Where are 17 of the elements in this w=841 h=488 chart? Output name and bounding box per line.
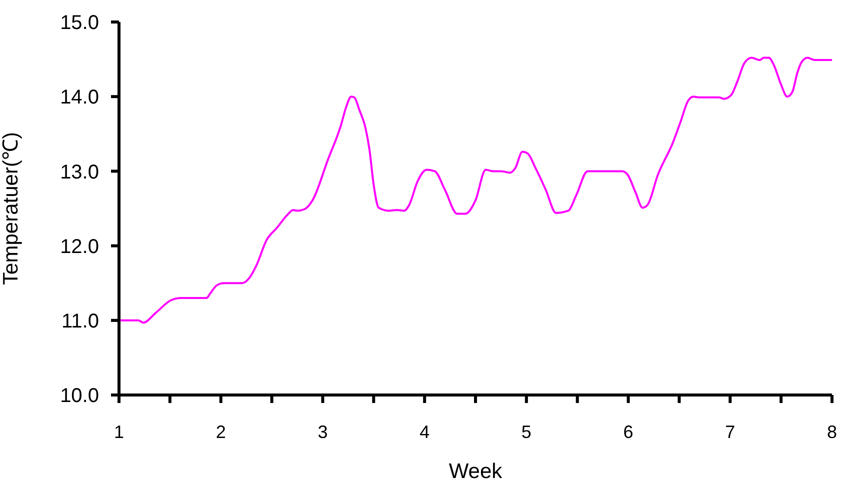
y-tick-label: 12.0 [60, 236, 99, 258]
x-tick-label: 2 [216, 422, 226, 442]
line-series [119, 56, 832, 324]
x-tick-label: 7 [725, 422, 736, 442]
y-tick-label: 10.0 [60, 385, 99, 408]
y-axis-title: Temperatuer(℃) [0, 132, 22, 285]
x-tick-label: 8 [826, 422, 838, 442]
y-tick-label: 11.0 [62, 310, 99, 332]
x-tick-label: 6 [623, 422, 634, 442]
x-tick-label: 3 [318, 422, 328, 442]
y-tick-label: 15.0 [60, 12, 99, 34]
y-tick-label: 13.0 [60, 161, 99, 184]
x-tick-label: 4 [420, 422, 430, 442]
y-tick-label: 14.0 [60, 86, 99, 109]
x-tick-label: 1 [114, 422, 124, 442]
x-tick-label: 5 [521, 422, 532, 442]
x-axis-title: Week [448, 460, 503, 483]
